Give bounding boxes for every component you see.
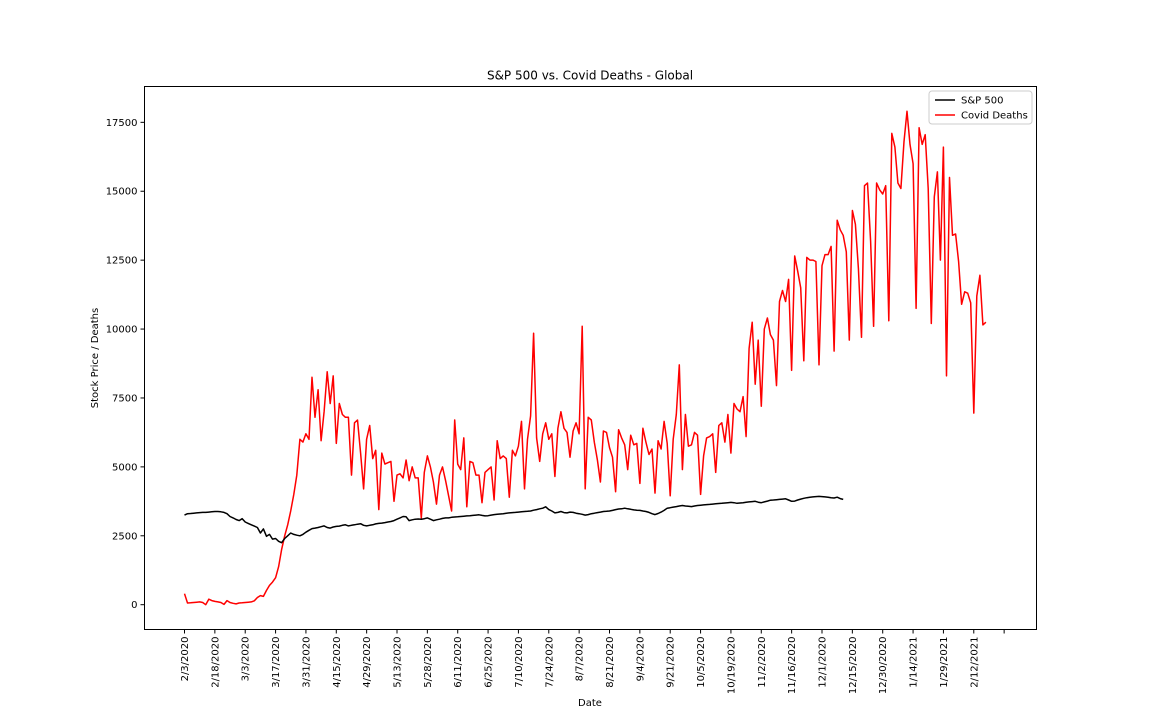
legend-label-sp500: S&P 500 bbox=[961, 96, 1003, 107]
series-layer bbox=[183, 110, 987, 606]
x-tick-label: 11/2/2020 bbox=[757, 637, 768, 688]
x-tick-label: 10/5/2020 bbox=[696, 637, 707, 688]
x-tick-label: 3/31/2020 bbox=[301, 637, 312, 688]
chart-title: S&P 500 vs. Covid Deaths - Global bbox=[487, 69, 693, 83]
plot-area bbox=[144, 86, 1037, 630]
x-tick-label: 9/21/2020 bbox=[666, 637, 677, 688]
x-tick-label: 5/13/2020 bbox=[392, 637, 403, 688]
x-tick-label: 12/15/2020 bbox=[848, 637, 859, 695]
x-tick-label: 12/30/2020 bbox=[878, 637, 889, 695]
x-tick-label: 7/24/2020 bbox=[544, 637, 555, 688]
y-tick-label: 5000 bbox=[112, 462, 137, 473]
y-tick-label: 0 bbox=[131, 600, 137, 611]
legend: S&P 500 Covid Deaths bbox=[928, 90, 1033, 125]
x-tick-label: 1/14/2021 bbox=[909, 637, 920, 688]
x-tick-label: 9/4/2020 bbox=[635, 637, 646, 682]
y-tick-label: 12500 bbox=[106, 256, 138, 267]
x-axis: 2/3/2020 2/18/2020 3/3/2020 3/17/2020 3/31/2… bbox=[180, 629, 1005, 695]
x-tick-label: 1/29/2021 bbox=[939, 637, 950, 688]
y-tick-label: 10000 bbox=[106, 325, 138, 336]
x-tick-label: 4/15/2020 bbox=[332, 637, 343, 688]
x-tick-label: 6/25/2020 bbox=[484, 637, 495, 688]
y-tick-label: 15000 bbox=[106, 187, 138, 198]
y-axis-label: Stock Price / Deaths bbox=[90, 308, 101, 408]
series-line-sp500 bbox=[184, 495, 844, 544]
x-tick-label: 3/17/2020 bbox=[271, 637, 282, 688]
x-tick-label: 5/28/2020 bbox=[423, 637, 434, 688]
y-tick-label: 2500 bbox=[112, 531, 137, 542]
x-tick-label: 11/16/2020 bbox=[787, 637, 798, 695]
x-tick-label: 2/3/2020 bbox=[180, 637, 191, 682]
x-tick-label: 10/19/2020 bbox=[726, 637, 737, 695]
x-tick-label: 12/1/2020 bbox=[817, 637, 828, 688]
x-tick-label: 7/10/2020 bbox=[514, 637, 525, 688]
x-tick-label: 2/18/2020 bbox=[210, 637, 221, 688]
y-tick-label: 7500 bbox=[112, 393, 137, 404]
x-axis-label: Date bbox=[578, 698, 602, 709]
y-axis: 0 2500 5000 7500 10000 12500 15000 17500 bbox=[106, 118, 145, 611]
x-tick-label: 8/7/2020 bbox=[575, 637, 586, 682]
y-tick-label: 17500 bbox=[106, 118, 138, 129]
x-tick-label: 6/11/2020 bbox=[453, 637, 464, 688]
series-line-covid-deaths bbox=[183, 110, 987, 606]
x-tick-label: 2/12/2021 bbox=[969, 637, 980, 688]
x-tick-label: 4/29/2020 bbox=[362, 637, 373, 688]
x-tick-label: 3/3/2020 bbox=[241, 637, 252, 682]
x-tick-label: 8/21/2020 bbox=[605, 637, 616, 688]
legend-label-covid-deaths: Covid Deaths bbox=[961, 111, 1028, 122]
